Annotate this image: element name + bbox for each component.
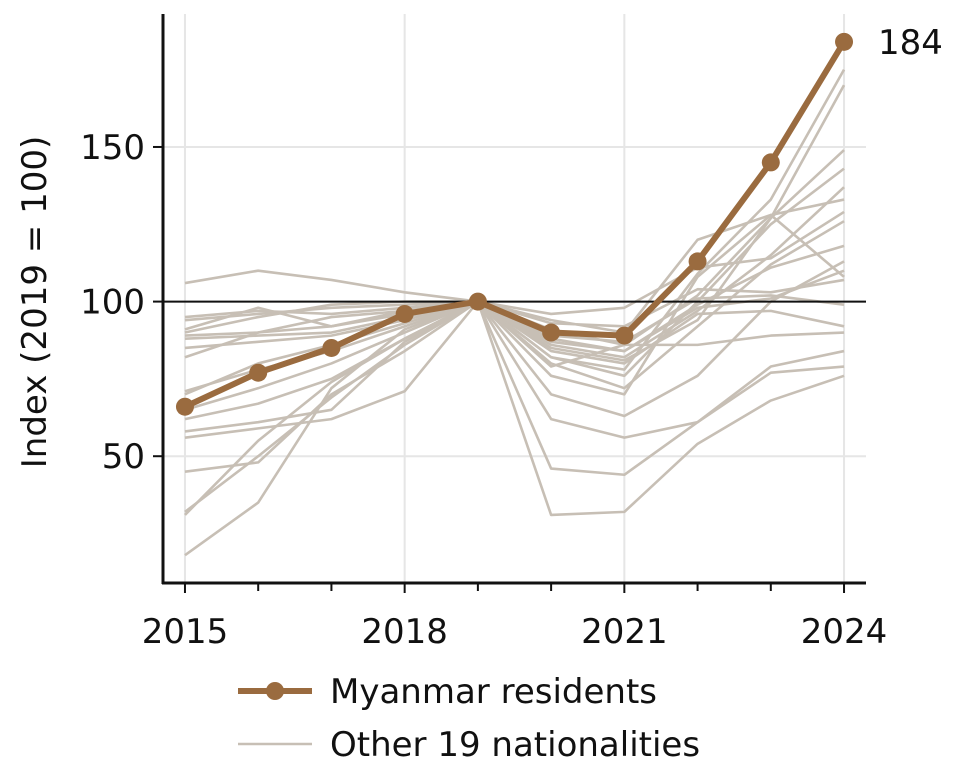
myanmar-point (395, 304, 414, 323)
x-tick-label: 2021 (581, 612, 668, 652)
other-nationality-line (184, 69, 846, 393)
other-nationality-line (184, 186, 845, 359)
other-nationalities-lines (184, 69, 846, 557)
myanmar-series (175, 32, 854, 416)
other-nationality-line (184, 220, 845, 433)
myanmar-point (468, 292, 487, 311)
myanmar-point (688, 252, 707, 271)
y-tick-label: 100 (80, 283, 145, 323)
legend-label-others: Other 19 nationalities (330, 725, 700, 765)
other-nationality-line (184, 149, 845, 362)
tick-labels: 2015 2018 2021 2024 50 100 150 (80, 128, 887, 652)
myanmar-point (542, 323, 561, 342)
myanmar-point (249, 363, 268, 382)
legend-marker-myanmar (238, 682, 312, 700)
other-nationality-line (184, 300, 845, 365)
myanmar-point (322, 338, 341, 357)
other-nationality-line (184, 167, 845, 412)
myanmar-point (175, 397, 194, 416)
legend-label-myanmar: Myanmar residents (330, 672, 657, 712)
myanmar-point (835, 32, 854, 51)
legend: Myanmar residents Other 19 nationalities (238, 672, 700, 765)
x-tick-label: 2018 (361, 612, 448, 652)
myanmar-point (761, 153, 780, 172)
x-tick-label: 2024 (801, 612, 888, 652)
myanmar-line (183, 40, 847, 410)
other-nationality-line (184, 300, 845, 513)
y-tick-label: 150 (80, 128, 145, 168)
other-nationality-line (184, 244, 845, 353)
other-nationality-line (184, 300, 845, 516)
myanmar-point (615, 326, 634, 345)
legend-point-myanmar (266, 682, 284, 700)
y-tick-label: 50 (102, 437, 145, 477)
other-nationality-line (184, 278, 845, 328)
y-axis-title: Index (2019 = 100) (15, 136, 55, 468)
end-value-label: 184 (878, 23, 943, 63)
other-nationality-line (184, 213, 845, 334)
other-nationality-line (184, 300, 845, 557)
axes (153, 14, 866, 593)
x-tick-label: 2015 (142, 612, 229, 652)
other-nationality-line (184, 198, 845, 439)
